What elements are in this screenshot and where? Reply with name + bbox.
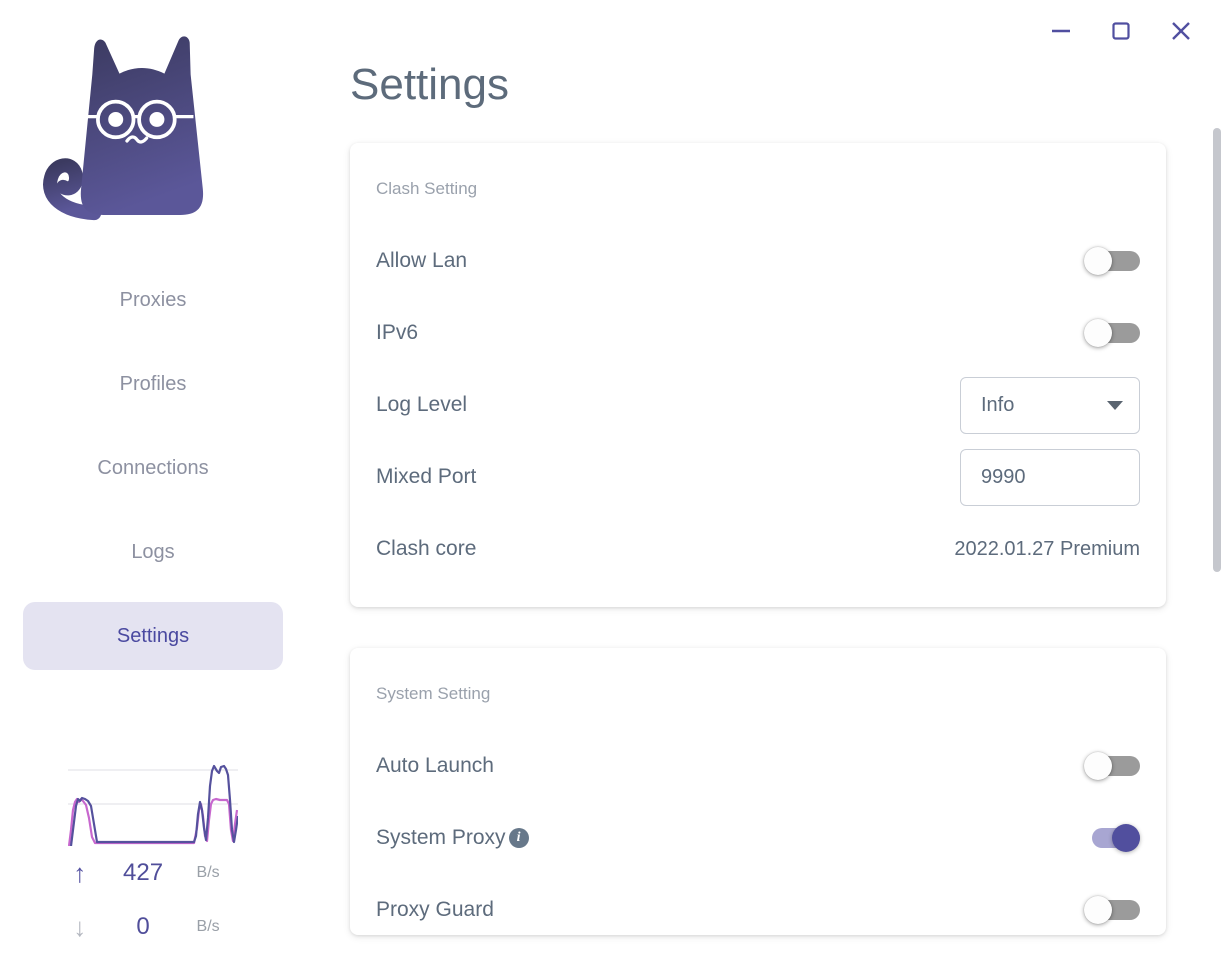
system-proxy-toggle[interactable] xyxy=(1084,824,1140,852)
upload-value: 427 xyxy=(123,859,164,886)
toggle-thumb xyxy=(1084,752,1112,780)
window-controls xyxy=(1052,22,1190,40)
cat-logo xyxy=(43,36,204,221)
card-title: System Setting xyxy=(376,684,491,703)
row-label-wrap: Log Level xyxy=(376,393,467,417)
sidebar-item-connections[interactable]: Connections xyxy=(97,456,209,479)
upload-arrow-icon: ↑ xyxy=(73,858,87,888)
download-arrow-icon: ↓ xyxy=(73,912,87,942)
row-label-wrap: Auto Launch xyxy=(376,754,494,778)
allow-lan-toggle[interactable] xyxy=(1084,247,1140,275)
toggle-thumb xyxy=(1112,824,1140,852)
download-unit: B/s xyxy=(196,918,220,935)
row-label-system-proxy: System Proxy xyxy=(376,826,506,849)
mixed-port-input[interactable] xyxy=(960,448,1140,506)
proxy-guard-toggle[interactable] xyxy=(1084,896,1140,924)
clash-core-value: 2022.01.27 Premium xyxy=(954,537,1140,560)
sidebar-item-settings[interactable]: Settings xyxy=(23,602,283,670)
setting-row-allow-lan: Allow Lan xyxy=(376,225,1140,297)
maximize-button[interactable] xyxy=(1112,22,1130,40)
row-label-wrap: Proxy Guard xyxy=(376,898,494,922)
page-title: Settings xyxy=(350,60,509,109)
card-title: Clash Setting xyxy=(376,179,478,198)
setting-row-proxy-guard: Proxy Guard xyxy=(376,874,1140,935)
row-label-allow-lan: Allow Lan xyxy=(376,249,468,272)
row-label-ipv6: IPv6 xyxy=(376,321,419,344)
download-value: 0 xyxy=(136,913,150,940)
row-label-wrap: IPv6 xyxy=(376,321,418,345)
sidebar-item-profiles[interactable]: Profiles xyxy=(119,372,187,395)
traffic-chart xyxy=(68,764,238,846)
row-label-wrap: Clash core xyxy=(376,537,476,561)
minimize-icon xyxy=(1052,29,1070,33)
row-label-wrap: System Proxy i xyxy=(376,826,529,850)
toggle-thumb xyxy=(1084,896,1112,924)
sidebar-nav: Proxies Profiles Connections Logs Settin… xyxy=(23,266,283,686)
row-label-auto-launch: Auto Launch xyxy=(376,754,494,777)
toggle-thumb xyxy=(1084,319,1112,347)
sidebar-item-proxies[interactable]: Proxies xyxy=(119,288,187,311)
close-button[interactable] xyxy=(1172,22,1190,40)
row-label-mixed-port: Mixed Port xyxy=(376,465,477,488)
setting-row-auto-launch: Auto Launch xyxy=(376,730,1140,802)
setting-row-system-proxy: System Proxy i xyxy=(376,802,1140,874)
sidebar: Proxies Profiles Connections Logs Settin… xyxy=(0,0,320,956)
setting-row-ipv6: IPv6 xyxy=(376,297,1140,369)
select-value: Info xyxy=(981,393,1015,416)
clash-setting-card: Clash Setting Allow Lan IPv6 Log Level Info… xyxy=(350,143,1166,607)
maximize-icon xyxy=(1112,22,1130,40)
download-stat: ↓ 0 B/s xyxy=(62,911,242,943)
setting-row-clash-core: Clash core 2022.01.27 Premium xyxy=(376,513,1140,585)
row-label-wrap: Allow Lan xyxy=(376,249,467,273)
upload-line xyxy=(69,764,238,846)
auto-launch-toggle[interactable] xyxy=(1084,752,1140,780)
row-label-clash-core: Clash core xyxy=(376,537,477,560)
close-icon xyxy=(1172,22,1190,40)
row-label-proxy-guard: Proxy Guard xyxy=(376,898,494,921)
system-setting-card: System Setting Auto Launch System Proxy i P… xyxy=(350,648,1166,935)
setting-row-log-level: Log Level Info xyxy=(376,369,1140,441)
toggle-thumb xyxy=(1084,247,1112,275)
row-label-log-level: Log Level xyxy=(376,393,468,416)
scrollbar-thumb[interactable] xyxy=(1213,128,1221,572)
upload-stat: ↑ 427 B/s xyxy=(62,857,242,889)
setting-row-mixed-port: Mixed Port xyxy=(376,441,1140,513)
minimize-button[interactable] xyxy=(1052,22,1070,40)
log-level-select[interactable]: Info xyxy=(960,376,1140,434)
upload-unit: B/s xyxy=(196,864,220,881)
info-icon[interactable]: i xyxy=(508,828,529,848)
chevron-down-icon xyxy=(1107,400,1123,410)
row-label-wrap: Mixed Port xyxy=(376,465,476,489)
sidebar-item-logs[interactable]: Logs xyxy=(131,540,175,563)
ipv6-toggle[interactable] xyxy=(1084,319,1140,347)
